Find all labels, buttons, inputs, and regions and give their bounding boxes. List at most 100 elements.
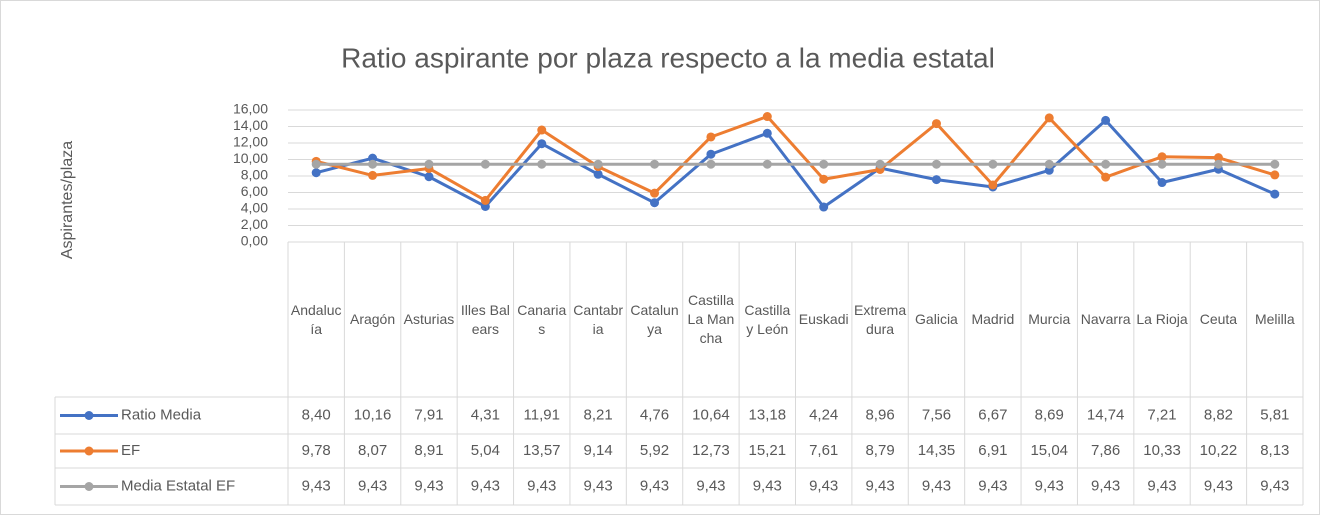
y-tick-label: 10,00: [233, 150, 268, 166]
category-cell: Ceuta: [1200, 311, 1237, 327]
data-table-value: 9,43: [978, 477, 1007, 494]
category-cell: La Rioja: [1136, 311, 1188, 327]
data-table-value: 7,56: [922, 406, 951, 423]
data-table-value: 9,43: [1035, 477, 1064, 494]
data-table-value: 9,43: [584, 477, 613, 494]
x-tick-label: Catalunya: [630, 301, 679, 337]
category-cell: Murcia: [1028, 311, 1071, 327]
data-table-value: 9,43: [1204, 477, 1233, 494]
legend-marker: [84, 411, 94, 420]
data-table-value: 8,82: [1204, 406, 1233, 423]
point: [368, 170, 378, 180]
x-tick-label: Euskadi: [798, 311, 849, 327]
data-table-value: 9,43: [414, 477, 443, 494]
point: [988, 159, 998, 169]
data-table-value: 7,91: [414, 406, 443, 423]
category-cell: Navarra: [1080, 311, 1131, 327]
data-table-value: 10,64: [692, 406, 730, 423]
point: [1270, 189, 1280, 199]
point: [706, 149, 716, 159]
y-tick-label: 6,00: [241, 183, 268, 199]
x-tick-label: Cantabria: [573, 301, 624, 337]
category-cell: Aragón: [349, 311, 396, 327]
category-cell: Canarias: [517, 301, 567, 337]
point: [988, 180, 998, 190]
data-table-value: 8,79: [865, 442, 894, 459]
y-tick-label: 12,00: [233, 134, 268, 150]
legend-label: EF: [121, 442, 140, 459]
point: [593, 159, 603, 169]
x-tick-label: Castilla La Mancha: [687, 292, 735, 346]
x-tick-label: Asturias: [403, 311, 455, 327]
x-tick-label: Aragón: [349, 311, 396, 327]
point: [819, 174, 829, 184]
data-table-value: 5,92: [640, 442, 669, 459]
point: [819, 202, 829, 212]
data-table-value: 9,43: [1147, 477, 1176, 494]
y-tick-label: 16,00: [233, 101, 268, 117]
legend-marker: [84, 482, 94, 491]
point: [1270, 170, 1280, 180]
point: [1101, 172, 1111, 182]
category-cell: Andalucía: [290, 301, 342, 337]
data-table-value: 5,81: [1260, 406, 1289, 423]
y-tick-label: 8,00: [241, 167, 268, 183]
point: [819, 159, 829, 169]
point: [1157, 178, 1167, 188]
data-table-value: 4,76: [640, 406, 669, 423]
x-tick-label: Navarra: [1080, 311, 1131, 327]
x-tick-label: Murcia: [1028, 311, 1071, 327]
data-table-value: 9,43: [1260, 477, 1289, 494]
x-tick-label: Melilla: [1254, 311, 1295, 327]
category-cell: Madrid: [971, 311, 1014, 327]
data-table-value: 9,43: [865, 477, 894, 494]
point: [537, 125, 547, 135]
category-cell: Catalunya: [630, 301, 679, 337]
data-table-value: 8,69: [1035, 406, 1064, 423]
data-table-value: 7,21: [1147, 406, 1176, 423]
data-table-value: 9,43: [358, 477, 387, 494]
point: [931, 159, 941, 169]
point: [1044, 159, 1054, 169]
y-axis-label: Aspirantes/plaza: [59, 141, 76, 259]
data-table-value: 7,86: [1091, 442, 1120, 459]
point: [1213, 159, 1223, 169]
category-cell: Cantabria: [573, 301, 624, 337]
point: [762, 128, 772, 138]
data-table-value: 10,16: [354, 406, 392, 423]
data-table-value: 10,33: [1143, 442, 1181, 459]
data-table-value: 10,22: [1200, 442, 1238, 459]
data-table-value: 13,57: [523, 442, 561, 459]
point: [424, 172, 434, 182]
point: [368, 159, 378, 169]
category-cell: Melilla: [1254, 311, 1295, 327]
legend-label: Media Estatal EF: [121, 477, 235, 494]
data-table-value: 14,74: [1087, 406, 1125, 423]
data-table-value: 9,14: [584, 442, 613, 459]
data-table-value: 9,43: [527, 477, 556, 494]
data-table-value: 6,91: [978, 442, 1007, 459]
point: [1157, 152, 1167, 162]
data-table-value: 5,04: [471, 442, 500, 459]
point: [537, 139, 547, 149]
point: [650, 188, 660, 198]
data-table-value: 9,43: [302, 477, 331, 494]
x-tick-label: Andalucía: [290, 301, 342, 337]
x-tick-label: Extremadura: [854, 301, 907, 337]
series-line: [315, 115, 1276, 202]
point: [480, 159, 490, 169]
data-table-value: 15,21: [749, 442, 787, 459]
data-table-value: 9,43: [809, 477, 838, 494]
point: [875, 159, 885, 169]
x-tick-label: Canarias: [517, 301, 567, 337]
y-tick-label: 0,00: [241, 233, 268, 249]
data-table-value: 8,13: [1260, 442, 1289, 459]
point: [650, 198, 660, 208]
point: [1101, 115, 1111, 125]
x-tick-label: La Rioja: [1136, 311, 1188, 327]
data-table-value: 8,91: [414, 442, 443, 459]
point: [537, 159, 547, 169]
point: [1157, 159, 1167, 169]
x-tick-label: Illes Balears: [460, 301, 510, 337]
